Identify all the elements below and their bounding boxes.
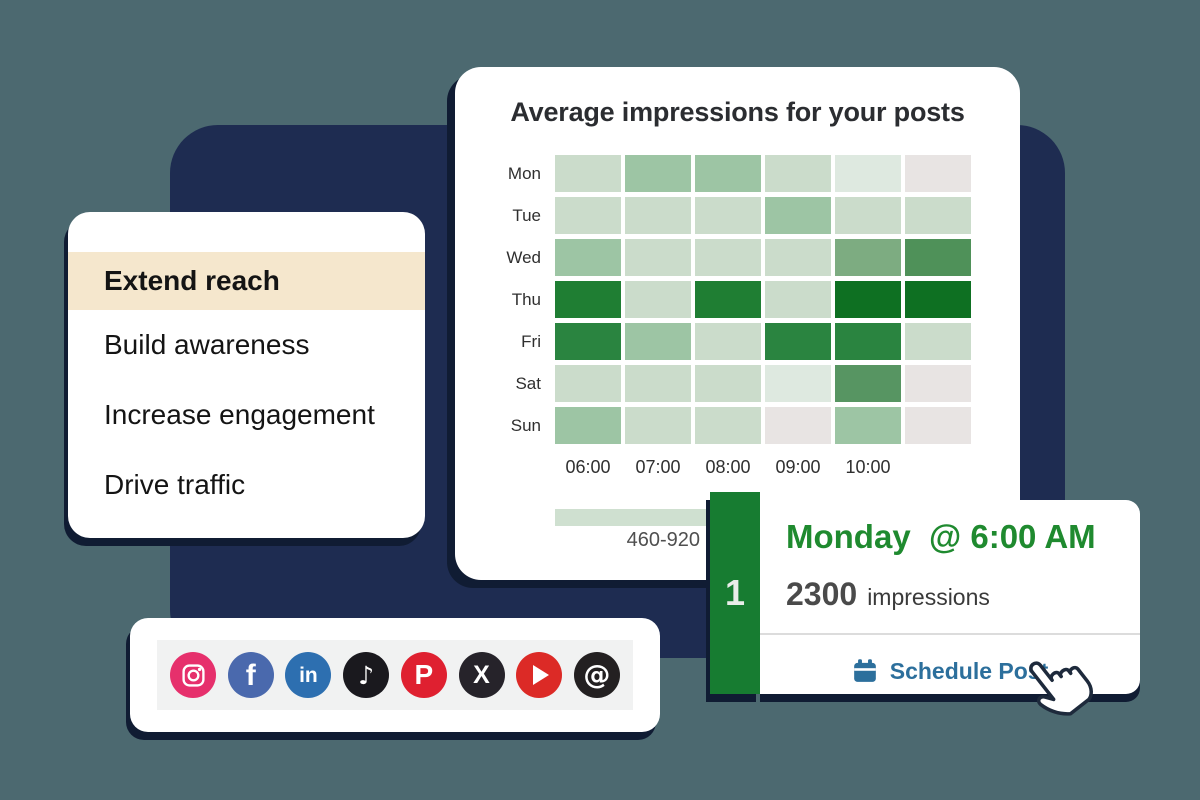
schedule-post-button[interactable]: Schedule Post <box>760 649 1140 693</box>
heatmap-cell <box>835 155 901 192</box>
heatmap-cell <box>905 407 971 444</box>
heatmap-cell <box>765 155 831 192</box>
heatmap-cell <box>695 197 761 234</box>
heatmap-grid: Mon Tue Wed Thu Fri Sat Sun 06:00 07:00 08:00 09:0… <box>473 155 971 486</box>
menu-item-drive-traffic[interactable]: Drive traffic <box>104 469 246 500</box>
heatmap-row-label-sun: Sun <box>510 416 541 435</box>
heatmap-cell <box>625 365 691 402</box>
heatmap-cell <box>835 239 901 276</box>
heatmap-cell <box>625 323 691 360</box>
heatmap-row-label-tue: Tue <box>512 206 541 225</box>
heatmap-cell <box>625 407 691 444</box>
heatmap-row-label-wed: Wed <box>506 248 541 267</box>
tiktok-icon[interactable]: ♪ <box>343 652 390 698</box>
heatmap-cell <box>555 197 621 234</box>
time-tick-label: 06:00 <box>565 457 611 477</box>
heatmap-cell <box>905 323 971 360</box>
pinterest-icon[interactable]: P <box>400 652 447 698</box>
heatmap-cell <box>765 239 831 276</box>
schedule-post-label: Schedule Post <box>889 657 1049 684</box>
heatmap-row-label-fri: Fri <box>521 332 541 351</box>
impressions-label: impressions <box>867 584 990 610</box>
heatmap-cell <box>625 155 691 192</box>
goals-menu-card: Extend reach Build awareness Increase en… <box>68 212 425 538</box>
x-icon[interactable]: X <box>458 652 505 698</box>
heatmap-cell <box>765 281 831 318</box>
facebook-glyph: f <box>245 659 256 692</box>
time-tick-label: 08:00 <box>705 457 751 477</box>
divider <box>760 633 1140 635</box>
rank-number: 1 <box>724 572 746 613</box>
heatmap-cell <box>905 281 971 318</box>
heatmap-cell <box>625 239 691 276</box>
heatmap-cell <box>765 323 831 360</box>
social-icons-strip: f in ♪ P X @ <box>157 640 633 710</box>
heatmap-cell <box>555 407 621 444</box>
heatmap-cell <box>835 323 901 360</box>
facebook-icon[interactable]: f <box>227 652 274 698</box>
legend-range-label: 460-920 <box>626 529 700 551</box>
heatmap-cell <box>835 197 901 234</box>
impressions-line: 2300 impressions <box>786 576 990 613</box>
heatmap-cell <box>765 407 831 444</box>
x-glyph: X <box>473 660 490 689</box>
rank-tab: 1 <box>710 492 760 694</box>
heatmap-cell <box>905 239 971 276</box>
heatmap-cell <box>555 323 621 360</box>
heatmap-cell <box>555 239 621 276</box>
menu-item-build-awareness[interactable]: Build awareness <box>104 329 310 360</box>
menu-item-increase-engagement[interactable]: Increase engagement <box>104 399 375 430</box>
instagram-glyph <box>181 663 205 687</box>
hand-cursor-icon <box>1029 661 1094 716</box>
calendar-icon <box>853 659 876 682</box>
impressions-value: 2300 <box>786 576 858 612</box>
heatmap-cell <box>835 365 901 402</box>
heatmap-cell <box>695 155 761 192</box>
tiktok-glyph: ♪ <box>358 660 375 690</box>
social-networks-card: f in ♪ P X @ <box>130 618 660 732</box>
heatmap-row-label-mon: Mon <box>507 164 541 183</box>
heatmap-cell <box>695 281 761 318</box>
youtube-play-glyph <box>533 665 550 685</box>
legend-color-bar <box>555 509 717 526</box>
heatmap-cell <box>905 365 971 402</box>
heatmap-cell <box>765 197 831 234</box>
heatmap-cell <box>695 365 761 402</box>
youtube-icon[interactable] <box>516 652 563 698</box>
threads-glyph: @ <box>583 659 611 691</box>
heatmap-cell <box>555 365 621 402</box>
heatmap-cell <box>695 239 761 276</box>
impressions-chart-card: Average impressions for your posts Mon Tu… <box>455 67 1020 580</box>
pinterest-glyph: P <box>414 659 434 690</box>
heatmap-cell <box>905 197 971 234</box>
heatmap-cell <box>835 407 901 444</box>
threads-icon[interactable]: @ <box>573 652 620 698</box>
suggested-slot-title: Monday @ 6:00 AM <box>786 518 1096 555</box>
menu-item-extend-reach[interactable]: Extend reach <box>68 252 425 310</box>
heatmap-cell <box>835 281 901 318</box>
instagram-icon[interactable] <box>170 652 216 698</box>
heatmap-cell <box>625 281 691 318</box>
linkedin-icon[interactable]: in <box>285 652 332 698</box>
chart-title: Average impressions for your posts <box>510 97 965 127</box>
heatmap-cell <box>905 155 971 192</box>
heatmap-cell <box>695 323 761 360</box>
heatmap-cell <box>625 197 691 234</box>
linkedin-glyph: in <box>299 663 318 687</box>
heatmap-cell <box>555 155 621 192</box>
schedule-suggestion-card: Monday @ 6:00 AM 2300 impressions Schedul… <box>760 500 1140 694</box>
time-tick-label: 09:00 <box>775 457 821 477</box>
heatmap-cell <box>765 365 831 402</box>
heatmap-cell <box>695 407 761 444</box>
time-tick-label: 07:00 <box>635 457 681 477</box>
time-tick-label: 10:00 <box>845 457 891 477</box>
heatmap-row-label-sat: Sat <box>515 374 541 393</box>
heatmap-cell <box>555 281 621 318</box>
heatmap-row-label-thu: Thu <box>511 290 541 309</box>
